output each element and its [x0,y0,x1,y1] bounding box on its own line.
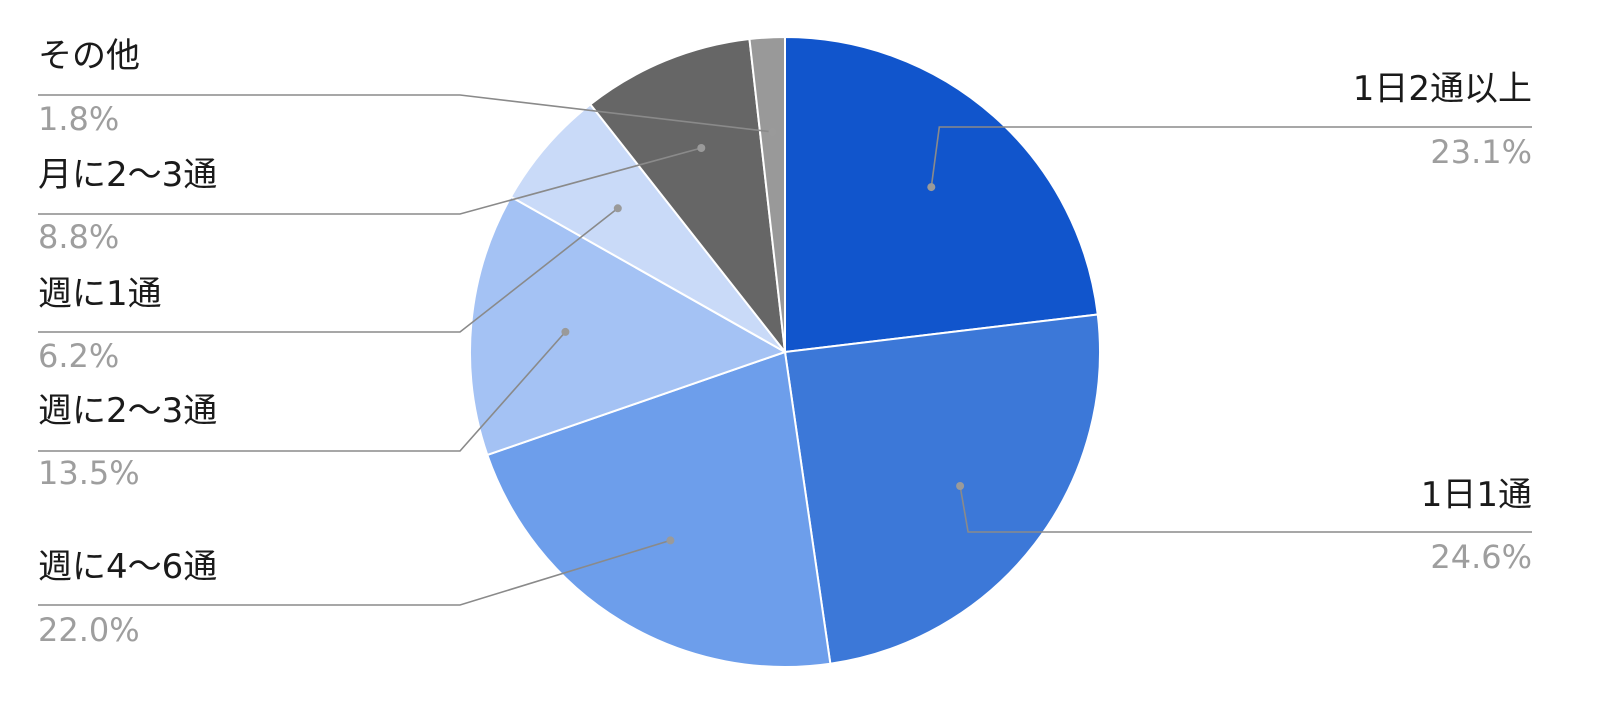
leader-dot-5 [613,204,622,213]
leader-lines [38,94,1532,606]
value-label-4: 13.5% [38,454,140,492]
pie-slice-1 [784,35,1099,354]
leader-line-3 [38,539,671,606]
slice-labels: 1日2通以上 23.1% 1日1通 24.6% 週に4〜6通 22.0% 週に2〜3通 13.… [38,36,1532,649]
category-label-2: 1日1通 [1421,475,1532,515]
pie-slice-5 [509,102,786,353]
value-label-2: 24.6% [1430,538,1532,576]
leader-line-1 [930,126,1532,188]
pie-slices [469,35,1101,668]
value-label-5: 6.2% [38,337,119,375]
value-label-1: 23.1% [1430,133,1532,171]
leader-line-6 [38,147,702,215]
value-label-3: 22.0% [38,611,140,649]
leader-line-7 [38,94,773,133]
leader-dot-1 [927,183,936,192]
pie-slice-3 [486,350,832,668]
category-label-3: 週に4〜6通 [38,547,217,587]
category-label-6: 月に2〜3通 [38,155,217,195]
pie-slice-7 [748,35,786,353]
value-label-6: 8.8% [38,218,119,256]
category-label-4: 週に2〜3通 [38,391,217,431]
category-label-1: 1日2通以上 [1353,69,1532,109]
leader-dot-2 [956,482,965,490]
category-label-5: 週に1通 [38,274,162,314]
leader-dot-6 [697,144,706,152]
value-label-7: 1.8% [38,100,119,138]
leader-line-5 [38,207,619,333]
pie-slice-6 [588,37,787,356]
pie-slice-2 [783,313,1101,665]
leader-line-2 [959,485,1532,533]
leader-dot-7 [768,127,777,136]
leader-line-4 [38,331,566,452]
leader-dot-3 [666,536,675,545]
leader-dot-4 [561,327,570,336]
category-label-7: その他 [38,36,140,76]
